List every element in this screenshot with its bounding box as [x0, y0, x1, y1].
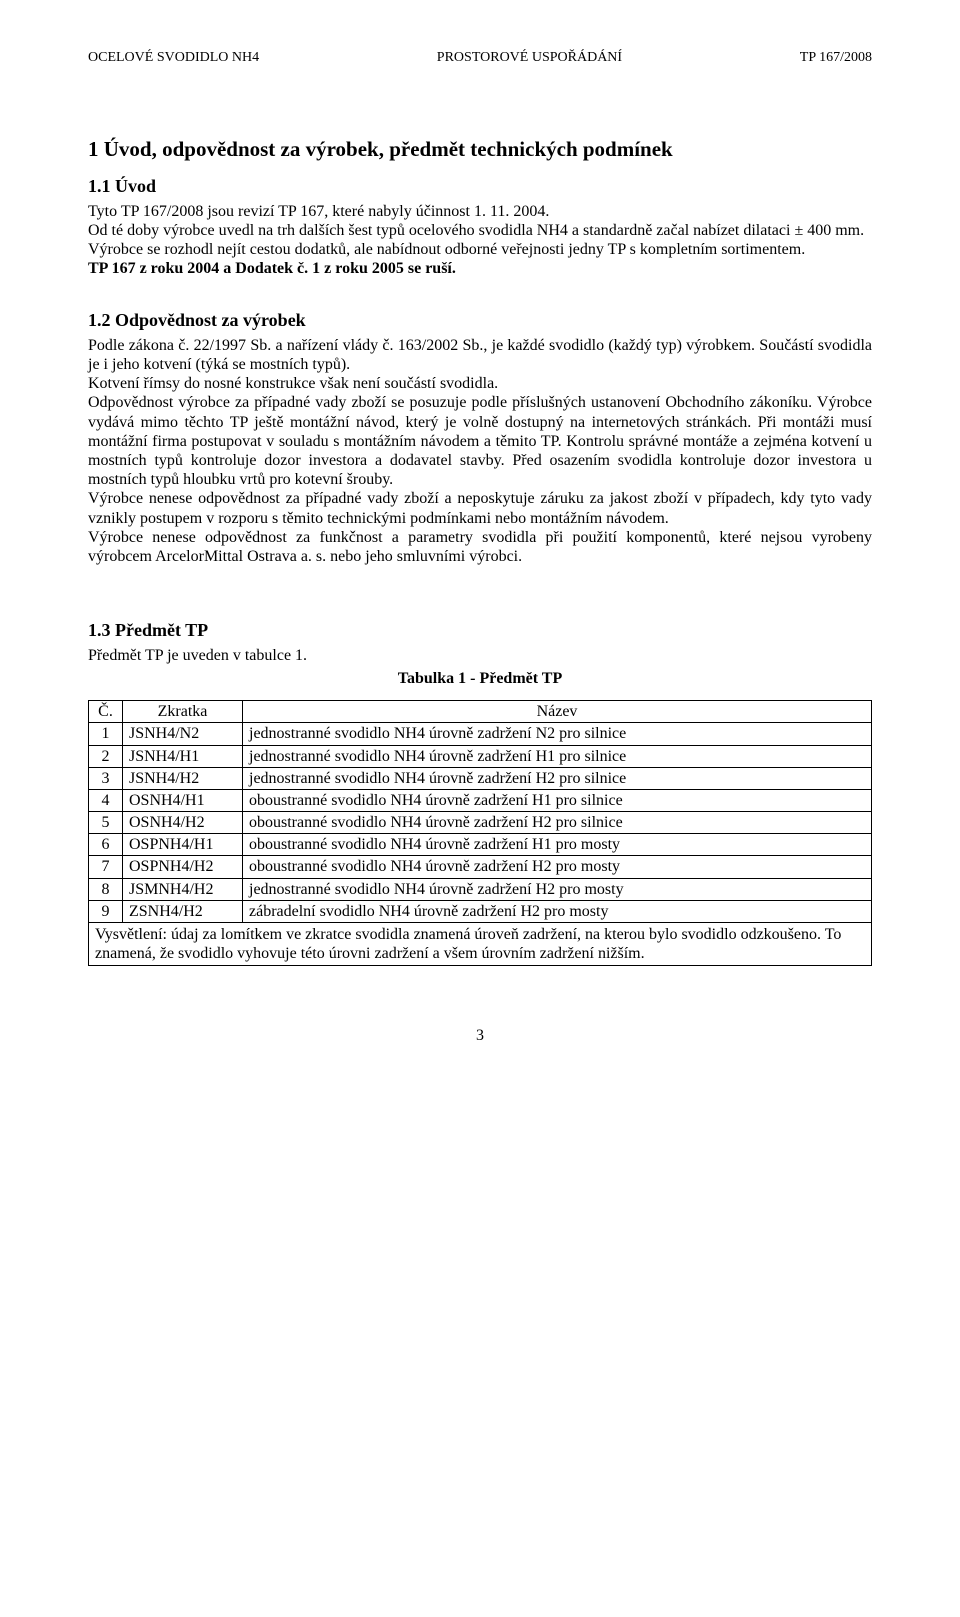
- section-1-2-p3: Odpovědnost výrobce za případné vady zbo…: [88, 393, 872, 489]
- table-row: 8JSMNH4/H2jednostranné svodidlo NH4 úrov…: [89, 878, 872, 900]
- section-1-1-title: 1.1 Úvod: [88, 176, 872, 198]
- table-1-head-name: Název: [243, 701, 872, 723]
- section-1-title: 1 Úvod, odpovědnost za výrobek, předmět …: [88, 137, 872, 162]
- table-1-footer: Vysvětlení: údaj za lomítkem ve zkratce …: [89, 923, 872, 966]
- section-1-3-title: 1.3 Předmět TP: [88, 620, 872, 642]
- table-cell-num: 6: [89, 834, 123, 856]
- table-cell-num: 9: [89, 900, 123, 922]
- table-row: 5OSNH4/H2oboustranné svodidlo NH4 úrovně…: [89, 812, 872, 834]
- section-1-1-p3: Výrobce se rozhodl nejít cestou dodatků,…: [88, 240, 872, 259]
- table-row: 1JSNH4/N2jednostranné svodidlo NH4 úrovn…: [89, 723, 872, 745]
- table-cell-name: jednostranné svodidlo NH4 úrovně zadržen…: [243, 723, 872, 745]
- section-1-1-p4: TP 167 z roku 2004 a Dodatek č. 1 z roku…: [88, 259, 872, 278]
- section-1-2-p5: Výrobce nenese odpovědnost za funkčnost …: [88, 528, 872, 566]
- table-1-head-abbr: Zkratka: [123, 701, 243, 723]
- table-cell-num: 2: [89, 745, 123, 767]
- table-cell-num: 1: [89, 723, 123, 745]
- table-cell-abbr: JSNH4/H1: [123, 745, 243, 767]
- section-1-2-p1: Podle zákona č. 22/1997 Sb. a nařízení v…: [88, 336, 872, 374]
- table-cell-name: jednostranné svodidlo NH4 úrovně zadržen…: [243, 745, 872, 767]
- table-1: Č. Zkratka Název 1JSNH4/N2jednostranné s…: [88, 700, 872, 966]
- table-cell-num: 8: [89, 878, 123, 900]
- section-1-1-p2: Od té doby výrobce uvedl na trh dalších …: [88, 221, 872, 240]
- table-cell-name: oboustranné svodidlo NH4 úrovně zadržení…: [243, 856, 872, 878]
- table-row: 6OSPNH4/H1oboustranné svodidlo NH4 úrovn…: [89, 834, 872, 856]
- table-cell-abbr: OSPNH4/H1: [123, 834, 243, 856]
- table-row: 9ZSNH4/H2zábradelní svodidlo NH4 úrovně …: [89, 900, 872, 922]
- table-cell-num: 7: [89, 856, 123, 878]
- table-cell-abbr: OSNH4/H1: [123, 789, 243, 811]
- table-cell-abbr: OSPNH4/H2: [123, 856, 243, 878]
- table-row: 7OSPNH4/H2oboustranné svodidlo NH4 úrovn…: [89, 856, 872, 878]
- table-cell-name: oboustranné svodidlo NH4 úrovně zadržení…: [243, 789, 872, 811]
- table-cell-abbr: ZSNH4/H2: [123, 900, 243, 922]
- table-cell-abbr: JSNH4/N2: [123, 723, 243, 745]
- table-1-caption: Tabulka 1 - Předmět TP: [88, 669, 872, 688]
- table-row: 3JSNH4/H2jednostranné svodidlo NH4 úrovn…: [89, 767, 872, 789]
- table-cell-num: 3: [89, 767, 123, 789]
- header-left: OCELOVÉ SVODIDLO NH4: [88, 50, 259, 67]
- table-1-head-row: Č. Zkratka Název: [89, 701, 872, 723]
- page-header: OCELOVÉ SVODIDLO NH4 PROSTOROVÉ USPOŘÁDÁ…: [88, 50, 872, 67]
- table-cell-name: oboustranné svodidlo NH4 úrovně zadržení…: [243, 812, 872, 834]
- section-1-2-p4: Výrobce nenese odpovědnost za případné v…: [88, 489, 872, 527]
- page-number: 3: [88, 1026, 872, 1045]
- table-cell-num: 4: [89, 789, 123, 811]
- header-center: PROSTOROVÉ USPOŘÁDÁNÍ: [259, 50, 800, 67]
- table-cell-name: jednostranné svodidlo NH4 úrovně zadržen…: [243, 767, 872, 789]
- section-1-3-intro: Předmět TP je uveden v tabulce 1.: [88, 646, 872, 665]
- table-cell-num: 5: [89, 812, 123, 834]
- table-row: 2JSNH4/H1jednostranné svodidlo NH4 úrovn…: [89, 745, 872, 767]
- table-cell-abbr: JSNH4/H2: [123, 767, 243, 789]
- section-1-1-p1: Tyto TP 167/2008 jsou revizí TP 167, kte…: [88, 202, 872, 221]
- table-cell-name: jednostranné svodidlo NH4 úrovně zadržen…: [243, 878, 872, 900]
- table-cell-abbr: OSNH4/H2: [123, 812, 243, 834]
- section-1-2-p2: Kotvení římsy do nosné konstrukce však n…: [88, 374, 872, 393]
- table-1-footer-row: Vysvětlení: údaj za lomítkem ve zkratce …: [89, 923, 872, 966]
- table-row: 4OSNH4/H1oboustranné svodidlo NH4 úrovně…: [89, 789, 872, 811]
- table-1-head-num: Č.: [89, 701, 123, 723]
- table-cell-name: oboustranné svodidlo NH4 úrovně zadržení…: [243, 834, 872, 856]
- table-cell-name: zábradelní svodidlo NH4 úrovně zadržení …: [243, 900, 872, 922]
- section-1-2-title: 1.2 Odpovědnost za výrobek: [88, 310, 872, 332]
- header-right: TP 167/2008: [800, 50, 872, 67]
- table-cell-abbr: JSMNH4/H2: [123, 878, 243, 900]
